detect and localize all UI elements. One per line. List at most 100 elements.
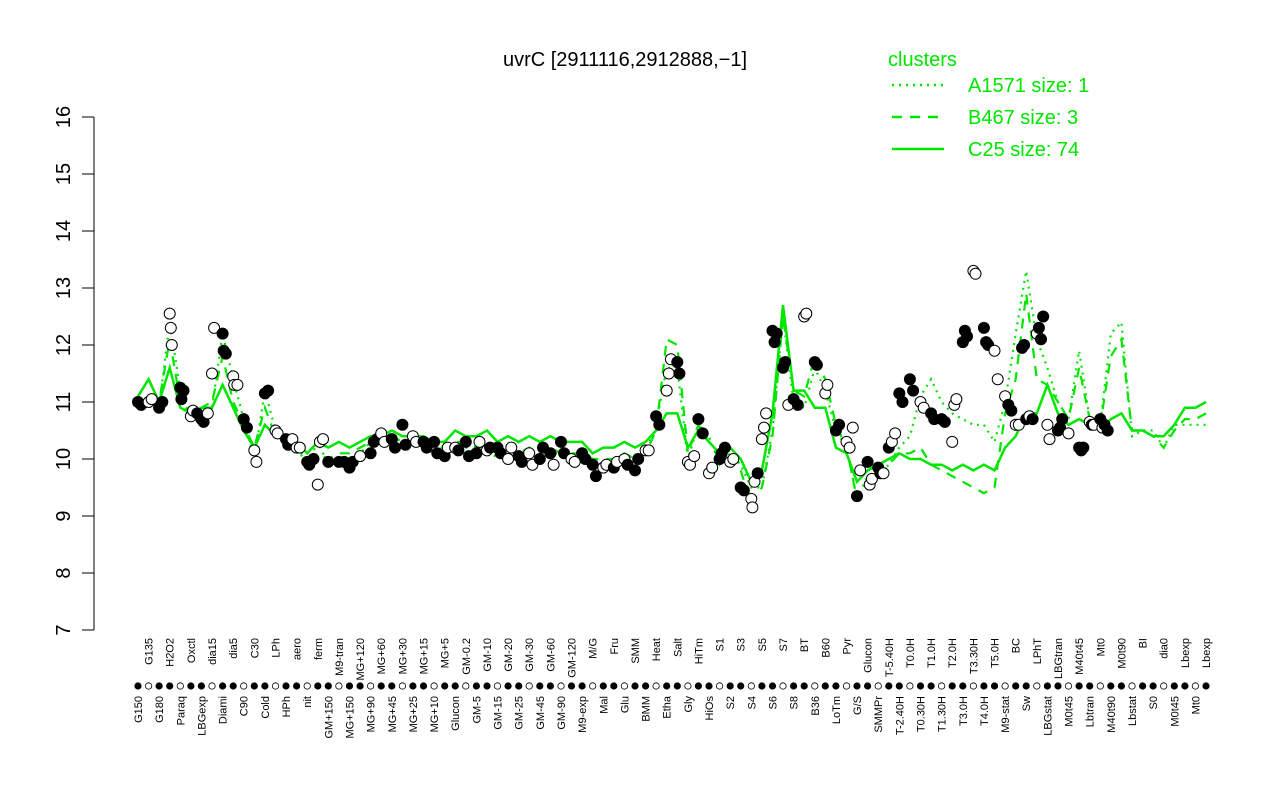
x-marker [1160, 682, 1168, 690]
x-tick-label-bottom: G150 [133, 696, 145, 723]
data-point [262, 384, 275, 397]
x-marker [345, 682, 354, 690]
x-tick-label-bottom: Mt0 [1190, 696, 1202, 714]
x-marker [525, 682, 533, 690]
data-point [271, 427, 284, 440]
x-tick-label-top: GM-60 [545, 638, 557, 672]
x-marker [980, 682, 988, 690]
x-marker [145, 682, 153, 690]
series-line-solid [136, 304, 1207, 485]
x-marker [1170, 682, 1178, 690]
x-tick-label-top: T1.0H [926, 638, 938, 668]
x-marker [219, 682, 227, 690]
x-marker [1107, 682, 1115, 690]
x-tick-label-bottom: M9-stat [1000, 696, 1012, 733]
x-tick-label-bottom: nit [302, 696, 314, 708]
x-axis-bottom-labels: G150 G180 Paraq LBGexp Diami C90 Cold HPh nit GM+… [133, 695, 1202, 738]
series-lines [136, 270, 1207, 508]
x-tick-label-bottom: MG+150 [345, 696, 357, 739]
x-axis-top-labels: G135 H2O2 Oxctl dia15 dia5 C30 LPh aero ferm M9-t… [144, 638, 1213, 681]
x-marker [663, 682, 671, 690]
data-point [547, 458, 560, 471]
x-tick-label-bottom: S6 [768, 696, 780, 709]
data-point [473, 435, 486, 448]
data-point [586, 458, 599, 471]
x-tick-label-bottom: M40t90 [1106, 696, 1118, 733]
y-tick-label: 16 [53, 106, 75, 128]
data-point [896, 396, 909, 408]
data-point [903, 373, 916, 386]
x-tick-label-top: BC [1011, 638, 1023, 653]
x-marker [715, 682, 724, 690]
x-tick-label-top: Fru [609, 638, 621, 655]
data-point [533, 453, 546, 465]
x-tick-label-top: MG+30 [397, 638, 409, 674]
x-marker [493, 682, 502, 690]
data-point [364, 447, 377, 460]
x-tick-label-top: dia15 [207, 638, 219, 665]
x-marker [1191, 682, 1200, 690]
chart-title: uvrC [2911116,2912888,−1] [503, 49, 747, 71]
data-point [877, 467, 890, 480]
x-tick-label-bottom: GM+150 [323, 696, 335, 739]
data-point [156, 396, 169, 408]
x-marker [1022, 682, 1030, 690]
data-point [293, 441, 306, 454]
data-point [632, 453, 645, 465]
x-marker [166, 682, 174, 690]
x-tick-label-top: S7 [778, 638, 790, 651]
x-marker [240, 682, 248, 690]
x-tick-label-bottom: T1.30H [937, 696, 949, 732]
legend: clusters A1571 size: 1 B467 size: 3 C25 si… [888, 49, 1089, 161]
x-tick-label-top: SMM [630, 638, 642, 664]
data-point [470, 447, 483, 460]
x-tick-label-bottom: S0 [1148, 696, 1160, 709]
x-tick-label-bottom: HiOs [704, 696, 716, 721]
data-point [459, 435, 472, 448]
data-point [718, 441, 731, 454]
x-marker [1033, 682, 1041, 690]
x-marker [271, 682, 280, 690]
x-marker [366, 682, 375, 690]
x-tick-label-bottom: T3.0H [958, 696, 970, 726]
x-tick-label-top: G135 [144, 638, 156, 665]
x-marker [472, 682, 480, 690]
x-tick-label-top: S3 [736, 638, 748, 651]
data-point [1005, 404, 1018, 417]
x-marker [409, 682, 417, 690]
y-tick-label: 10 [53, 448, 75, 470]
x-marker [335, 682, 343, 690]
x-axis-markers [134, 682, 1210, 690]
data-points [132, 264, 1114, 514]
data-point [861, 455, 874, 468]
data-point [389, 441, 401, 454]
data-point [653, 418, 666, 431]
x-tick-label-top: M9-tran [334, 638, 346, 676]
x-marker [726, 682, 734, 690]
x-tick-label-top: GM-0.2 [461, 638, 473, 675]
x-marker [356, 682, 364, 690]
x-tick-label-top: Glucon [863, 638, 875, 673]
x-marker [895, 682, 903, 690]
data-point [671, 356, 684, 369]
x-tick-label-top: GM-10 [482, 638, 494, 672]
x-marker [620, 682, 629, 690]
x-marker [1043, 682, 1052, 690]
x-marker [324, 682, 332, 690]
x-marker [768, 682, 777, 690]
x-tick-label-bottom: M9-exp [577, 696, 589, 733]
data-point [833, 418, 846, 431]
x-tick-label-top: T-5.40H [884, 638, 896, 677]
x-marker [610, 682, 618, 690]
x-marker [589, 682, 597, 690]
data-point [991, 373, 1004, 386]
data-point [248, 444, 261, 457]
x-marker [1064, 682, 1073, 690]
data-point [692, 413, 705, 426]
x-marker [1117, 682, 1126, 690]
x-tick-label-bottom: T0.30H [916, 696, 928, 732]
x-tick-label-bottom: Glu [619, 696, 631, 713]
x-marker [536, 682, 544, 690]
x-tick-label-bottom: MG+90 [366, 696, 378, 732]
data-point [502, 453, 515, 465]
